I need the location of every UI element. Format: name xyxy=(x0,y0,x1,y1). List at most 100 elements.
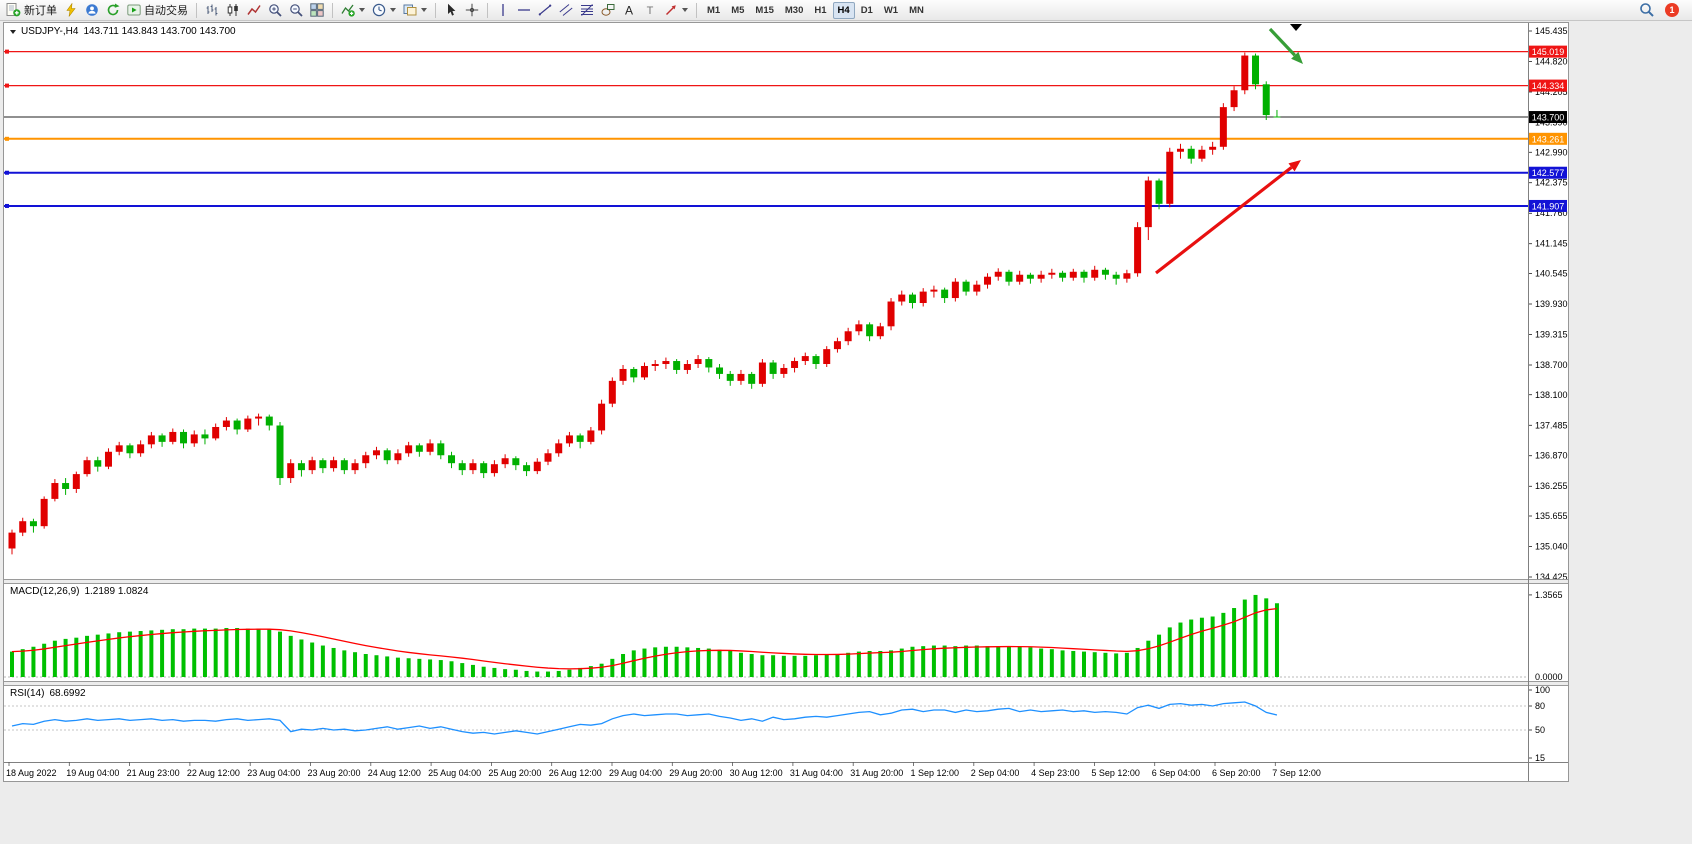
svg-text:136.255: 136.255 xyxy=(1535,481,1568,491)
auto-trading-button[interactable]: 自动交易 xyxy=(124,1,191,20)
macd-bar xyxy=(374,655,379,677)
candle-body xyxy=(587,430,595,442)
candle-body xyxy=(8,532,16,549)
horizontal-line-button[interactable] xyxy=(514,1,534,20)
macd-bar xyxy=(1264,598,1269,677)
candle-body xyxy=(1059,272,1067,278)
rsi-indicator: 100 80 50 15 xyxy=(4,685,1550,763)
horizontal-line[interactable] xyxy=(4,203,1528,208)
horizontal-line[interactable] xyxy=(4,136,1528,141)
pane-separator[interactable] xyxy=(4,579,1568,584)
macd-bar xyxy=(31,646,36,677)
macd-bar xyxy=(599,663,604,677)
macd-bar xyxy=(974,645,979,677)
svg-text:135.040: 135.040 xyxy=(1535,542,1568,552)
timeframe-d1-button[interactable]: D1 xyxy=(860,4,873,16)
arrows-tool-button[interactable] xyxy=(661,1,691,20)
search-icon[interactable] xyxy=(1639,2,1655,18)
horizontal-line[interactable] xyxy=(4,49,1528,54)
candle-body xyxy=(115,445,123,452)
tile-windows-icon xyxy=(310,3,324,17)
community-button[interactable] xyxy=(82,1,102,20)
macd-bar xyxy=(878,650,883,677)
candle-body xyxy=(833,341,841,350)
tile-windows-button[interactable] xyxy=(307,1,327,20)
label-tool-button[interactable]: T xyxy=(640,1,660,20)
macd-bar xyxy=(1274,603,1279,677)
candlestick-chart-button[interactable] xyxy=(223,1,243,20)
timeframe-m30-button[interactable]: M30 xyxy=(784,4,804,16)
price-axis[interactable]: 145.435144.820144.205143.590142.990142.3… xyxy=(1529,26,1568,582)
macd-bar xyxy=(771,655,776,677)
macd-bar xyxy=(889,650,894,677)
svg-text:136.870: 136.870 xyxy=(1535,451,1568,461)
macd-bar xyxy=(42,643,47,677)
periods-button[interactable] xyxy=(369,1,399,20)
timeframe-h1-button[interactable]: H1 xyxy=(814,4,827,16)
pane-separator[interactable] xyxy=(4,681,1568,686)
macd-bar xyxy=(1221,612,1226,677)
vertical-line-button[interactable] xyxy=(493,1,513,20)
cursor-icon xyxy=(448,3,456,16)
macd-bar xyxy=(288,635,293,677)
macd-bar xyxy=(1049,649,1054,677)
bar-chart-button[interactable] xyxy=(202,1,222,20)
svg-text:23 Aug 04:00: 23 Aug 04:00 xyxy=(247,768,300,778)
macd-bar xyxy=(1017,646,1022,677)
new-order-button[interactable]: 新订单 xyxy=(3,1,60,20)
fibonacci-button[interactable] xyxy=(577,1,597,20)
crosshair-button[interactable] xyxy=(462,1,482,20)
svg-text:138.700: 138.700 xyxy=(1535,360,1568,370)
macd-bar xyxy=(492,667,497,677)
channel-button[interactable] xyxy=(556,1,576,20)
line-chart-button[interactable] xyxy=(244,1,264,20)
trend-arrow-down[interactable] xyxy=(1268,27,1303,64)
shapes-button[interactable] xyxy=(598,1,618,20)
macd-bar xyxy=(835,654,840,677)
macd-label: MACD(12,26,9) 1.2189 1.0824 xyxy=(10,586,148,597)
candle-body xyxy=(523,465,531,472)
candle-body xyxy=(437,443,445,456)
candle-body xyxy=(297,463,305,471)
timeframe-mn-button[interactable]: MN xyxy=(909,4,924,16)
svg-text:142.990: 142.990 xyxy=(1535,147,1568,157)
indicators-button[interactable] xyxy=(338,1,368,20)
svg-text:19 Aug 04:00: 19 Aug 04:00 xyxy=(66,768,119,778)
macd-bar xyxy=(353,652,358,677)
candle-body xyxy=(501,458,509,465)
candle-body xyxy=(415,445,423,452)
vertical-line-icon xyxy=(502,4,504,16)
macd-bar xyxy=(1146,640,1151,677)
candle-body xyxy=(844,331,852,342)
macd-bar xyxy=(235,627,240,677)
macd-bar xyxy=(717,649,722,677)
refresh-button[interactable] xyxy=(103,1,123,20)
macd-bar xyxy=(213,628,218,677)
zoom-out-button[interactable] xyxy=(286,1,306,20)
lightning-button[interactable] xyxy=(61,1,81,20)
candle-body xyxy=(748,373,756,384)
chart-shift-marker[interactable] xyxy=(1290,24,1302,31)
timeframe-h4-button[interactable]: H4 xyxy=(832,1,855,19)
trendline-button[interactable] xyxy=(535,1,555,20)
candle-body xyxy=(555,443,563,454)
chart-dropdown-icon[interactable] xyxy=(10,29,16,34)
timeframe-m1-button[interactable]: M1 xyxy=(707,4,721,16)
horizontal-line[interactable] xyxy=(4,83,1528,88)
timeframe-m5-button[interactable]: M5 xyxy=(731,4,745,16)
cursor-button[interactable] xyxy=(441,1,461,20)
zoom-in-button[interactable] xyxy=(265,1,285,20)
timeframe-m15-button[interactable]: M15 xyxy=(755,4,774,16)
chart-window[interactable]: 145.435144.820144.205143.590142.990142.3… xyxy=(3,22,1569,782)
notification-badge[interactable]: 1 xyxy=(1665,3,1679,17)
macd-bar xyxy=(964,645,969,677)
trend-arrow-up[interactable] xyxy=(1155,160,1301,275)
macd-bar xyxy=(320,645,325,677)
candle-body xyxy=(1198,149,1206,159)
templates-button[interactable] xyxy=(400,1,430,20)
timeframe-w1-button[interactable]: W1 xyxy=(883,4,899,16)
horizontal-line[interactable] xyxy=(4,170,1528,175)
time-axis[interactable]: 18 Aug 2022 19 Aug 04:00 21 Aug 23:00 22 Au… xyxy=(4,762,1568,778)
chart-canvas[interactable]: 145.435144.820144.205143.590142.990142.3… xyxy=(4,23,1568,781)
text-tool-button[interactable]: A xyxy=(619,1,639,20)
